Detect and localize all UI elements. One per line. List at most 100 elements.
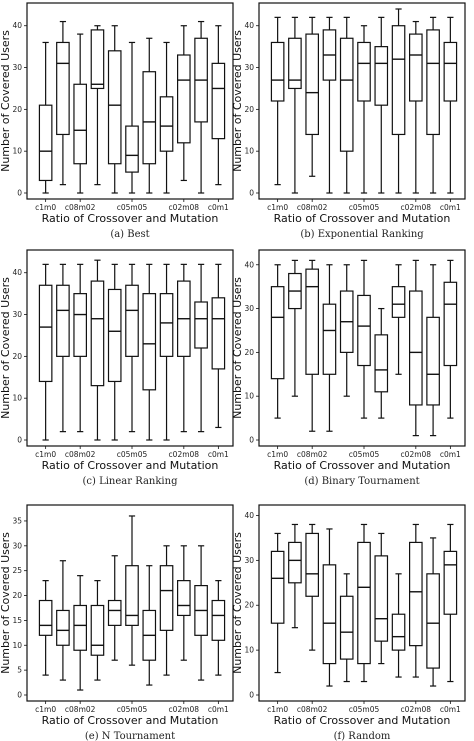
box-c08m02 [73, 263, 88, 433]
box-iqr [426, 573, 440, 669]
x-tick-label: c02m08 [169, 203, 200, 212]
box-c04m06 [142, 37, 157, 194]
y-tick-label: 10 [244, 392, 254, 401]
box-c07m03 [90, 259, 105, 441]
box-iqr [288, 541, 302, 584]
y-tick-label: 20 [12, 591, 22, 600]
box-iqr [426, 29, 440, 136]
x-tick-label: c02m08 [401, 705, 432, 714]
box-c1m0 [38, 580, 53, 676]
box-iqr [322, 303, 337, 375]
box-c05m05 [125, 515, 139, 666]
y-tick-label: 30 [12, 310, 22, 319]
chart-panel-1: 0 10 20 30 40 c1m0 c08m02 c05m05 c02m08 c0m1Ratio… [0, 2, 234, 240]
box-iqr [159, 565, 174, 631]
y-tick-label: 10 [12, 641, 22, 650]
box-c07m03 [322, 16, 337, 194]
chart-panel-2: 0 10 20 30 40 c1m0 c08m02 c05m05 c02m08 c0m1Ratio… [231, 2, 466, 240]
y-axis-label: Number of Covered Users [231, 532, 244, 674]
x-tick-label: c0m1 [208, 705, 229, 714]
box-iqr [374, 46, 389, 106]
box-c04m06 [142, 565, 157, 686]
box-iqr [443, 550, 458, 615]
y-tick-label: 5 [17, 666, 22, 675]
x-tick-label: c0m1 [440, 203, 461, 212]
box-c06m04 [107, 25, 122, 194]
y-tick-label: 0 [17, 436, 22, 445]
x-axis-label: Ratio of Crossover and Mutation [42, 714, 219, 727]
box-iqr [305, 532, 319, 597]
box-iqr [38, 284, 53, 383]
box-iqr [107, 50, 122, 165]
y-tick-label: 20 [12, 352, 22, 361]
box-iqr [73, 293, 88, 357]
box-c05m05 [125, 263, 139, 433]
box-iqr [374, 555, 389, 642]
box-iqr [177, 54, 191, 144]
x-tick-label: c0m1 [440, 705, 461, 714]
x-axis-label: Ratio of Crossover and Mutation [274, 714, 451, 727]
x-tick-label: c05m05 [117, 203, 148, 212]
box-c09m01 [288, 259, 302, 397]
box-iqr [56, 284, 70, 357]
box-iqr [90, 604, 105, 656]
panel-caption: (c) Linear Ranking [83, 476, 179, 487]
box-iqr [73, 83, 88, 165]
box-c0m1 [443, 259, 458, 419]
chart-panel-4: 0 10 20 30 40 c1m0 c08m02 c05m05 c02m08 c0m1Ratio… [231, 249, 466, 487]
y-tick-label: 10 [12, 394, 22, 403]
x-tick-label: c05m05 [117, 450, 148, 459]
y-tick-label: 20 [244, 105, 254, 114]
box-c02m08 [409, 523, 423, 678]
box-c03m07 [159, 545, 174, 676]
box-iqr [391, 613, 406, 651]
box-c1m0 [270, 264, 285, 419]
x-tick-label: c0m1 [440, 450, 461, 459]
box-iqr [409, 541, 423, 647]
box-iqr [211, 62, 226, 140]
y-tick-label: 0 [17, 691, 22, 700]
y-tick-label: 20 [244, 348, 254, 357]
box-c04m06 [374, 532, 389, 665]
box-iqr [357, 294, 371, 367]
y-tick-label: 40 [244, 260, 254, 269]
box-c07m03 [90, 580, 105, 681]
x-tick-label: c08m02 [65, 203, 96, 212]
y-tick-label: 40 [244, 511, 254, 520]
box-iqr [391, 286, 406, 318]
box-iqr [357, 41, 371, 102]
x-tick-label: c1m0 [267, 705, 288, 714]
x-axis-label: Ratio of Crossover and Mutation [274, 212, 451, 225]
y-tick-label: 0 [17, 189, 22, 198]
box-c04m06 [374, 307, 389, 419]
y-tick-label: 30 [12, 63, 22, 72]
y-tick-label: 10 [12, 147, 22, 156]
box-c07m03 [322, 264, 337, 432]
box-iqr [426, 316, 440, 406]
box-iqr [443, 281, 458, 367]
x-tick-label: c02m08 [169, 450, 200, 459]
box-c09m01 [56, 20, 70, 186]
box-iqr [288, 37, 302, 90]
box-c09m01 [288, 16, 302, 194]
box-c0m1 [211, 580, 226, 676]
x-tick-label: c0m1 [208, 450, 229, 459]
box-c06m04 [107, 263, 122, 441]
box-c0m1 [211, 263, 226, 429]
box-c01m09 [194, 263, 208, 433]
box-iqr [211, 297, 226, 370]
box-c0m1 [443, 523, 458, 683]
box-c06m04 [107, 555, 122, 661]
box-iqr [90, 280, 105, 387]
box-iqr [159, 293, 174, 357]
box-c04m06 [374, 16, 389, 194]
box-c02m08 [409, 259, 423, 437]
box-c09m01 [56, 263, 70, 433]
x-tick-label: c08m02 [65, 450, 96, 459]
box-c08m02 [305, 16, 319, 177]
box-iqr [409, 290, 423, 406]
box-c05m05 [357, 259, 371, 419]
box-c1m0 [270, 532, 285, 674]
y-axis-label: Number of Covered Users [0, 30, 12, 172]
